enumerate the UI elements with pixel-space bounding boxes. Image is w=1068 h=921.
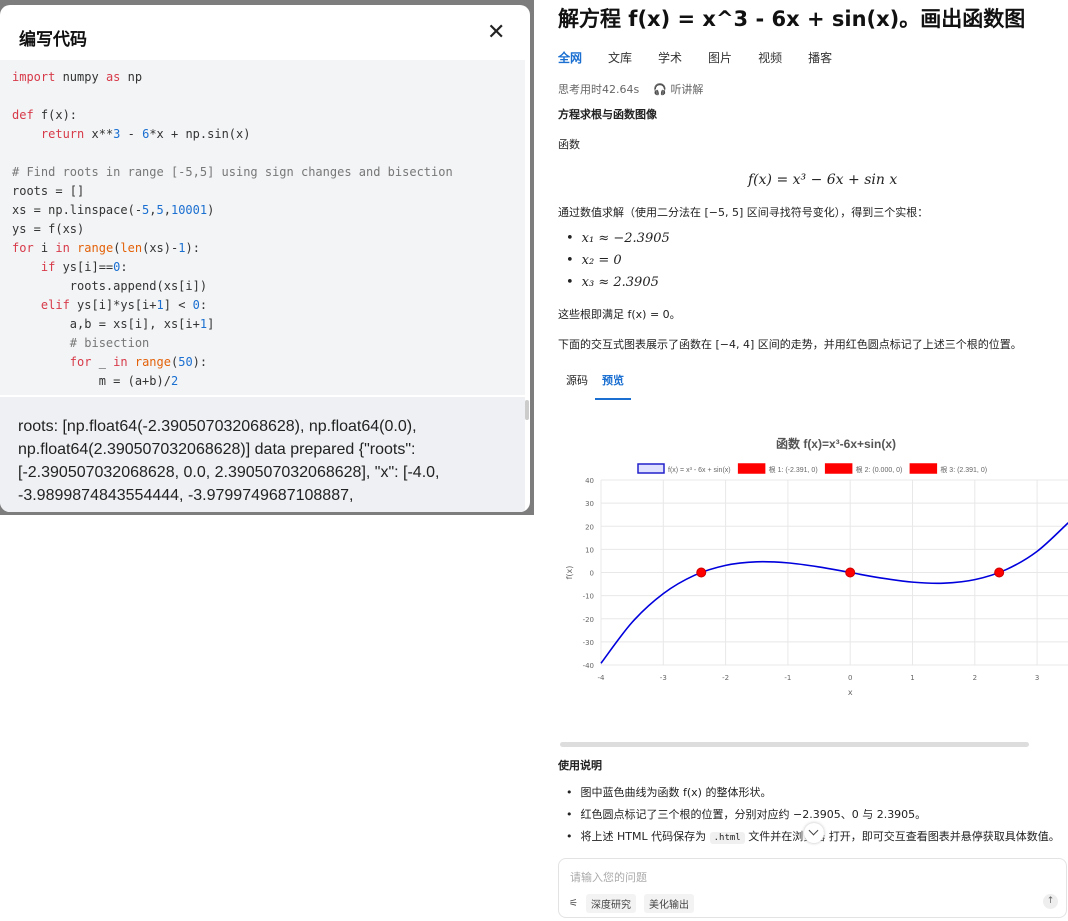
- code-line: elif ys[i]*ys[i+1] < 0:: [40, 298, 208, 312]
- code-line: return x**3 - 6*x + np.sin(x): [40, 127, 251, 141]
- tab-all[interactable]: 全网: [558, 51, 583, 65]
- search-tabs: 全网 文库 学术 图片 视频 播客: [558, 49, 832, 66]
- deep-research-button[interactable]: 深度研究: [585, 894, 636, 913]
- roots-list: x₁ ≈ −2.3905 x₂ = 0 x₃ ≈ 2.3905: [566, 231, 670, 297]
- usage-title: 使用说明: [558, 759, 602, 772]
- section-heading: 方程求根与函数图像: [558, 108, 657, 121]
- listen-label: 听讲解: [670, 83, 704, 96]
- x-tick-label: -1: [784, 674, 791, 682]
- code-line: for i in range(len(xs)-1):: [12, 241, 200, 255]
- legend-label: 根 3: (2.391, 0): [940, 465, 987, 474]
- tab-library[interactable]: 文库: [608, 51, 633, 65]
- question-input[interactable]: 请输入您的问题 ⚟ 深度研究 美化输出 ↑: [558, 858, 1067, 918]
- code-line: for _ in range(50):: [69, 355, 208, 369]
- formula: f(x) = x³ − 6x + sin x: [748, 172, 898, 188]
- tab-preview[interactable]: 预览: [595, 372, 631, 400]
- code-line: xs = np.linspace(-5,5,10001): [12, 203, 215, 217]
- page-title: 解方程 f(x) = x^3 - 6x + sin(x)。画出函数图: [558, 7, 1026, 31]
- code-line: if ys[i]==0:: [40, 260, 128, 274]
- root-point: [994, 567, 1005, 578]
- usage-item: 将上述 HTML 代码保存为 .html 文件并在浏览器 打开，即可交互查看图表…: [566, 828, 1060, 850]
- y-tick-label: 40: [585, 477, 594, 485]
- x-tick-label: 2: [973, 674, 977, 682]
- legend-swatch: [737, 463, 766, 474]
- chart-description: 下面的交互式图表展示了函数在 [−4, 4] 区间的走势，并用红色圆点标记了上述…: [558, 338, 1022, 351]
- y-axis-label: f(x): [565, 566, 574, 580]
- legend-label: 根 1: (-2.391, 0): [769, 465, 818, 474]
- legend-swatch: [909, 463, 938, 474]
- root-point: [696, 567, 707, 578]
- code-line: # bisection: [12, 336, 150, 350]
- x-tick-label: -4: [598, 674, 606, 682]
- code-line: roots.append(xs[i]): [12, 279, 208, 293]
- usage-item: 图中蓝色曲线为函数 f(x) 的整体形状。: [566, 784, 1060, 806]
- function-curve: [600, 522, 1068, 664]
- tab-academic[interactable]: 学术: [658, 51, 683, 65]
- root-item: x₂ = 0: [566, 253, 670, 275]
- chart-title: 函数 f(x)=x³-6x+sin(x): [776, 436, 896, 451]
- arrow-up-icon: ↑: [1046, 896, 1055, 906]
- x-axis-label: x: [848, 688, 853, 697]
- y-tick-label: -20: [583, 616, 594, 624]
- input-placeholder: 请输入您的问题: [570, 871, 647, 884]
- code-line: a,b = xs[i], xs[i+1]: [12, 317, 215, 331]
- tab-podcasts[interactable]: 播客: [808, 51, 833, 65]
- code-line: m = (a+b)/2: [12, 374, 179, 388]
- code-line: # Find roots in range [-5,5] using sign …: [12, 165, 453, 179]
- tab-videos[interactable]: 视频: [758, 51, 783, 65]
- code-line: import numpy as np: [12, 70, 143, 84]
- think-time: 思考用时42.64s: [558, 83, 640, 96]
- scroll-down-button[interactable]: [804, 823, 824, 843]
- satisfy-text: 这些根即满足 f(x) = 0。: [558, 308, 681, 321]
- legend-swatch: [824, 463, 853, 474]
- y-tick-label: -30: [583, 639, 594, 647]
- legend-label: f(x) = x³ - 6x + sin(x): [668, 467, 731, 474]
- usage-list: 图中蓝色曲线为函数 f(x) 的整体形状。 红色圆点标记了三个根的位置，分别对应…: [566, 784, 1060, 850]
- root-item: x₁ ≈ −2.3905: [566, 231, 670, 253]
- tab-images[interactable]: 图片: [708, 51, 733, 65]
- x-tick-label: 1: [910, 674, 914, 682]
- method-text: 通过数值求解（使用二分法在 [−5, 5] 区间寻找符号变化），得到三个实根：: [558, 206, 929, 219]
- x-tick-label: 3: [1035, 674, 1039, 682]
- legend-label: 根 2: (0.000, 0): [856, 465, 903, 474]
- tab-source[interactable]: 源码: [566, 374, 588, 387]
- function-chart: 函数 f(x)=x³-6x+sin(x)403020100-10-20-30-4…: [565, 436, 1068, 697]
- scrollbar[interactable]: [525, 400, 529, 420]
- code-modal: 编写代码 ✕ import numpy as np def f(x): retu…: [0, 5, 530, 512]
- modal-title: 编写代码: [19, 30, 87, 50]
- y-tick-label: -40: [583, 662, 594, 670]
- usage-item: 红色圆点标记了三个根的位置，分别对应约 −2.3905、0 与 2.3905。: [566, 806, 1060, 828]
- y-tick-label: -10: [583, 593, 594, 601]
- label-function: 函数: [558, 138, 580, 151]
- root-point: [845, 567, 856, 578]
- inline-code: .html: [709, 832, 745, 844]
- code-output: roots: [np.float64(-2.390507032068628), …: [0, 397, 525, 512]
- usage-text: 打开，即可交互查看图表并悬停获取具体数值。: [828, 830, 1060, 843]
- code-line: [12, 87, 513, 106]
- usage-text: 将上述 HTML 代码保存为: [580, 830, 707, 843]
- beautify-output-button[interactable]: 美化输出: [643, 894, 694, 913]
- chevron-down-icon: [808, 825, 819, 836]
- code-line: def f(x):: [12, 108, 78, 122]
- y-tick-label: 0: [590, 570, 594, 578]
- y-tick-label: 20: [585, 523, 594, 531]
- listen-button[interactable]: 🎧 听讲解: [653, 81, 703, 97]
- send-button[interactable]: ↑: [1043, 894, 1058, 909]
- code-line: [12, 144, 513, 163]
- x-tick-label: 0: [848, 674, 852, 682]
- settings-sliders-icon[interactable]: ⚟: [569, 898, 578, 909]
- close-icon[interactable]: ✕: [487, 20, 506, 45]
- root-item: x₃ ≈ 2.3905: [566, 275, 670, 297]
- legend-swatch: [637, 463, 665, 474]
- y-tick-label: 10: [585, 546, 594, 554]
- code-block: import numpy as np def f(x): return x**3…: [0, 60, 525, 395]
- y-tick-label: 30: [585, 500, 594, 508]
- code-line: ys = f(xs): [12, 222, 85, 236]
- x-tick-label: -2: [722, 674, 729, 682]
- code-line: roots = []: [12, 184, 85, 198]
- headphone-icon: 🎧: [653, 83, 667, 96]
- horizontal-scrollbar[interactable]: [560, 742, 1029, 747]
- x-tick-label: -3: [660, 674, 667, 682]
